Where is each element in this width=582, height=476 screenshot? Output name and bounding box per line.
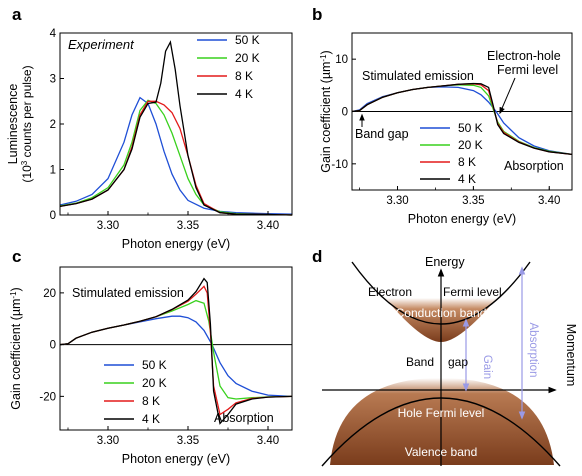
panel-a-ytick-label: 4 bbox=[50, 28, 57, 40]
label-band: Band bbox=[406, 355, 434, 369]
panel-b-ytick-label: 10 bbox=[335, 54, 348, 66]
panel-b-xtick-label: 3.35 bbox=[462, 195, 484, 207]
panel-letter-c: c bbox=[12, 247, 21, 266]
panel-c-xlabel: Photon energy (eV) bbox=[122, 452, 230, 466]
panel-b-xtick-label: 3.30 bbox=[386, 195, 408, 207]
valence-band-shade bbox=[330, 378, 554, 465]
label-momentum: Momentum bbox=[564, 324, 578, 387]
panel-b-legend-label: 8 K bbox=[458, 155, 476, 169]
panel-b-chart: Stimulated emission Electron-hole Fermi … bbox=[319, 32, 573, 226]
panel-a-xtick-label: 3.40 bbox=[257, 220, 279, 232]
panel-letter-a: a bbox=[12, 5, 22, 24]
panel-b-xtick-label: 3.40 bbox=[538, 195, 560, 207]
panel-a-xtick-label: 3.35 bbox=[177, 220, 199, 232]
panel-letter-b: b bbox=[312, 5, 322, 24]
panel-c-ytick-label: 20 bbox=[43, 288, 56, 300]
label-fermi-level: Fermi level bbox=[443, 285, 502, 299]
panel-a-ytick-label: 1 bbox=[50, 165, 56, 177]
panel-b-annotation-fermi1: Electron-hole bbox=[487, 49, 561, 63]
panel-c-series-4k bbox=[59, 277, 293, 425]
label-energy: Energy bbox=[425, 255, 465, 269]
panel-c-xtick-label: 3.30 bbox=[97, 435, 119, 447]
label-valence-band: Valence band bbox=[405, 445, 478, 459]
panel-b-series-4k bbox=[351, 82, 573, 156]
panel-a-legend-label: 50 K bbox=[235, 33, 260, 47]
panel-d-diagram: Energy Momentum Electron Fermi level Con… bbox=[321, 255, 578, 467]
panel-b-ytick-label: -10 bbox=[331, 159, 348, 171]
panel-b-annotation-stim: Stimulated emission bbox=[362, 69, 474, 83]
panel-c-frame bbox=[59, 266, 293, 431]
panel-c-chart: Stimulated emission Absorption 3.30 3.35 3… bbox=[9, 266, 293, 466]
panel-b-ytick-label: 0 bbox=[342, 107, 348, 119]
label-gain: Gain bbox=[481, 355, 493, 379]
panel-b-annotation-bandgap: Band gap bbox=[355, 127, 409, 141]
panel-a-chart: Experiment 3.30 3.35 3.40 0 1 2 3 4 Photon energ… bbox=[6, 28, 293, 251]
panel-c-series-20k bbox=[59, 299, 293, 400]
panel-c-annotation-stim: Stimulated emission bbox=[72, 286, 184, 300]
panel-b-fermi-arrow bbox=[499, 77, 516, 115]
panel-b-legend-label: 4 K bbox=[458, 172, 476, 186]
panel-b-annotation-absorption: Absorption bbox=[504, 159, 564, 173]
panel-b-legend-label: 50 K bbox=[458, 121, 483, 135]
panel-b-xlabel: Photon energy (eV) bbox=[408, 212, 516, 226]
panel-a-ytick-label: 0 bbox=[50, 210, 56, 222]
panel-c-legend-label: 50 K bbox=[142, 358, 167, 372]
label-absorption: Absorption bbox=[527, 323, 539, 378]
label-electron: Electron bbox=[368, 285, 412, 299]
panel-c-xtick-label: 3.40 bbox=[257, 435, 279, 447]
panel-c-ytick-label: 0 bbox=[50, 340, 56, 352]
panel-c-legend-label: 20 K bbox=[142, 376, 167, 390]
panel-a-series-20k bbox=[59, 99, 293, 216]
label-conduction-band: Conduction band bbox=[396, 306, 487, 320]
panel-a-annotation-experiment: Experiment bbox=[68, 37, 135, 52]
panel-c-legend-label: 4 K bbox=[142, 412, 160, 426]
panel-c-series-50k bbox=[59, 315, 293, 398]
panel-b-annotation-fermi2: Fermi level bbox=[497, 63, 558, 77]
panel-a-ytick-label: 2 bbox=[50, 119, 56, 131]
panel-a-ytick-label: 3 bbox=[50, 74, 56, 86]
panel-a-legend-label: 4 K bbox=[235, 87, 253, 101]
panel-b-legend-label: 20 K bbox=[458, 138, 483, 152]
panel-c-annotation-absorption: Absorption bbox=[214, 411, 274, 425]
panel-a-ylabel: Luminescence bbox=[6, 84, 20, 165]
panel-a-series-4k bbox=[59, 40, 293, 216]
label-hole-fermi-level: Hole Fermi level bbox=[398, 406, 485, 420]
panel-a-legend-label: 8 K bbox=[235, 69, 253, 83]
panel-c-xtick-label: 3.35 bbox=[177, 435, 199, 447]
label-gap: gap bbox=[448, 355, 468, 369]
panel-c-legend-label: 8 K bbox=[142, 394, 160, 408]
panel-b-ylabel: Gain coefficient (µm-1) bbox=[319, 50, 333, 172]
panel-c-series-8k bbox=[59, 285, 293, 416]
panel-c-ylabel: Gain coefficient (µm-1) bbox=[9, 287, 23, 409]
panel-a-series-50k bbox=[59, 96, 293, 215]
panel-c-ytick-label: -20 bbox=[39, 391, 56, 403]
panel-a-ylabel-units: (103 counts per pulse) bbox=[20, 65, 34, 182]
panel-a-legend-label: 20 K bbox=[235, 51, 260, 65]
panel-a-xtick-label: 3.30 bbox=[97, 220, 119, 232]
panel-letter-d: d bbox=[312, 247, 322, 266]
panel-a-xlabel: Photon energy (eV) bbox=[122, 237, 230, 251]
